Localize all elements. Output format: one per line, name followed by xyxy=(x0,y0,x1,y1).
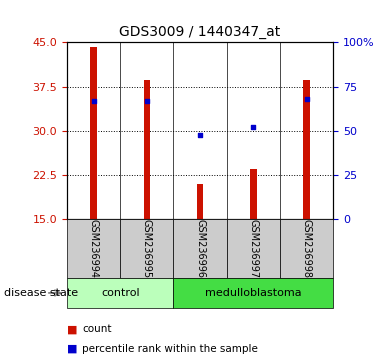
Point xyxy=(197,132,203,137)
Bar xyxy=(250,169,257,219)
Bar xyxy=(303,80,310,219)
Text: GSM236996: GSM236996 xyxy=(195,219,205,278)
Text: control: control xyxy=(101,288,139,298)
Title: GDS3009 / 1440347_at: GDS3009 / 1440347_at xyxy=(119,25,281,39)
Point xyxy=(304,96,310,102)
Bar xyxy=(120,219,173,278)
Text: percentile rank within the sample: percentile rank within the sample xyxy=(82,344,258,354)
Bar xyxy=(227,219,280,278)
Bar xyxy=(173,278,333,308)
Bar xyxy=(280,219,333,278)
Bar xyxy=(144,80,150,219)
Bar xyxy=(173,219,227,278)
Text: count: count xyxy=(82,324,112,334)
Text: GSM236994: GSM236994 xyxy=(88,219,99,278)
Text: GSM236995: GSM236995 xyxy=(142,219,152,278)
Text: GSM236997: GSM236997 xyxy=(248,219,259,278)
Bar xyxy=(90,47,97,219)
Bar xyxy=(67,219,120,278)
Text: medulloblastoma: medulloblastoma xyxy=(205,288,302,298)
Text: ■: ■ xyxy=(67,324,77,334)
Text: disease state: disease state xyxy=(4,288,78,298)
Point xyxy=(91,98,97,104)
Point xyxy=(144,98,150,104)
Point xyxy=(250,125,257,130)
Bar xyxy=(197,184,203,219)
Text: GSM236998: GSM236998 xyxy=(301,219,312,278)
Bar xyxy=(67,278,173,308)
Text: ■: ■ xyxy=(67,344,77,354)
